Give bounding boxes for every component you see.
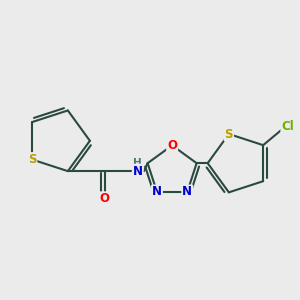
- Text: O: O: [100, 192, 110, 205]
- Text: N: N: [133, 165, 143, 178]
- Text: N: N: [152, 185, 162, 199]
- Text: Cl: Cl: [281, 120, 294, 133]
- Text: O: O: [167, 139, 177, 152]
- Text: H: H: [134, 158, 142, 167]
- Text: N: N: [182, 185, 192, 199]
- Text: S: S: [225, 128, 233, 140]
- Text: S: S: [28, 153, 36, 166]
